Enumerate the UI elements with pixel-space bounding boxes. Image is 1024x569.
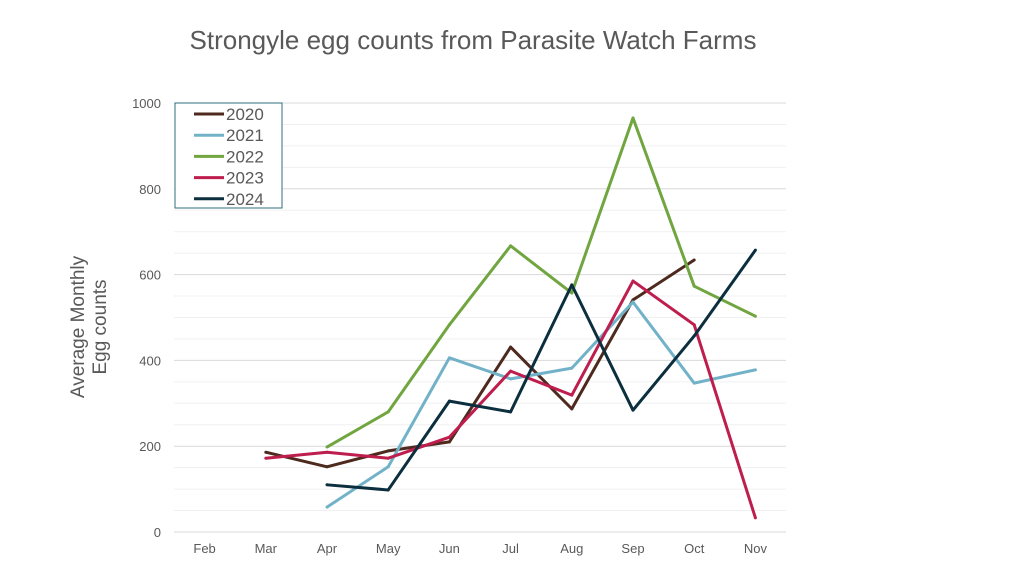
data-point-2022 xyxy=(631,116,635,120)
series-line-2022 xyxy=(326,116,757,449)
y-axis-label-line-2: Egg counts xyxy=(90,279,111,374)
data-point-2021 xyxy=(753,368,757,372)
x-tick-label: Mar xyxy=(255,541,278,556)
series-lines xyxy=(264,116,757,520)
data-point-2021 xyxy=(447,356,451,360)
x-tick-label: May xyxy=(376,541,401,556)
y-tick-label: 1000 xyxy=(132,96,161,111)
chart-title: Strongyle egg counts from Parasite Watch… xyxy=(190,25,757,55)
data-point-2023 xyxy=(692,323,696,327)
data-point-2022 xyxy=(692,284,696,288)
data-point-2020 xyxy=(692,258,696,262)
data-point-2023 xyxy=(264,456,268,460)
data-point-2021 xyxy=(570,366,574,370)
data-point-2022 xyxy=(386,410,390,414)
legend-label-2020: 2020 xyxy=(226,105,264,124)
y-tick-label: 800 xyxy=(139,182,161,197)
x-tick-label: Feb xyxy=(193,541,215,556)
y-tick-label: 200 xyxy=(139,439,161,454)
x-tick-label: Nov xyxy=(744,541,768,556)
data-point-2022 xyxy=(447,323,451,327)
x-tick-label: Aug xyxy=(560,541,583,556)
legend-label-2023: 2023 xyxy=(226,169,264,188)
series-line-2020 xyxy=(265,258,696,469)
data-point-2024 xyxy=(631,408,635,412)
x-tick-label: Jul xyxy=(502,541,519,556)
data-point-2021 xyxy=(631,300,635,304)
data-point-2023 xyxy=(631,279,635,283)
data-point-2024 xyxy=(753,248,757,252)
data-point-2023 xyxy=(325,450,329,454)
legend-label-2022: 2022 xyxy=(226,147,264,166)
x-tick-label: Jun xyxy=(439,541,460,556)
data-point-2024 xyxy=(386,488,390,492)
data-point-2021 xyxy=(325,505,329,509)
data-point-2022 xyxy=(570,291,574,295)
data-point-2021 xyxy=(692,381,696,385)
data-point-2022 xyxy=(753,314,757,318)
legend-box xyxy=(174,102,283,209)
y-axis-ticks: 0 200 400 600 800 1000 xyxy=(132,96,161,540)
data-point-2020 xyxy=(264,450,268,454)
y-axis-label-line-1: Average Monthly xyxy=(68,255,89,398)
data-point-2023 xyxy=(753,516,757,520)
series-line-2024 xyxy=(326,249,757,492)
data-point-2021 xyxy=(509,377,513,381)
legend-label-2024: 2024 xyxy=(226,190,264,209)
legend: 2020 2021 2022 2023 2024 xyxy=(174,102,283,209)
gridlines xyxy=(174,102,786,533)
x-tick-label: Sep xyxy=(621,541,644,556)
x-tick-label: Apr xyxy=(317,541,338,556)
data-point-2020 xyxy=(386,449,390,453)
data-point-2020 xyxy=(447,440,451,444)
y-tick-label: 0 xyxy=(154,525,161,540)
data-point-2023 xyxy=(570,393,574,397)
data-point-2020 xyxy=(570,407,574,411)
data-point-2024 xyxy=(509,410,513,414)
data-point-2023 xyxy=(447,435,451,439)
data-point-2020 xyxy=(631,298,635,302)
data-point-2022 xyxy=(325,445,329,449)
data-point-2024 xyxy=(692,334,696,338)
x-tick-label: Oct xyxy=(684,541,705,556)
data-point-2021 xyxy=(386,465,390,469)
data-point-2022 xyxy=(509,244,513,248)
series-line-2023 xyxy=(265,279,757,519)
y-tick-label: 600 xyxy=(139,268,161,283)
data-point-2020 xyxy=(325,465,329,469)
data-point-2020 xyxy=(509,345,513,349)
legend-label-2021: 2021 xyxy=(226,126,264,145)
data-point-2023 xyxy=(509,369,513,373)
y-tick-label: 400 xyxy=(139,353,161,368)
data-point-2024 xyxy=(447,399,451,403)
series-line-2021 xyxy=(326,300,756,509)
x-axis-ticks: Feb Mar Apr May Jun Jul Aug Sep Oct Nov xyxy=(193,541,767,556)
data-point-2023 xyxy=(386,456,390,460)
data-point-2024 xyxy=(325,483,329,487)
y-axis-label: Average Monthly Egg counts xyxy=(68,255,111,398)
data-point-2024 xyxy=(570,283,574,287)
